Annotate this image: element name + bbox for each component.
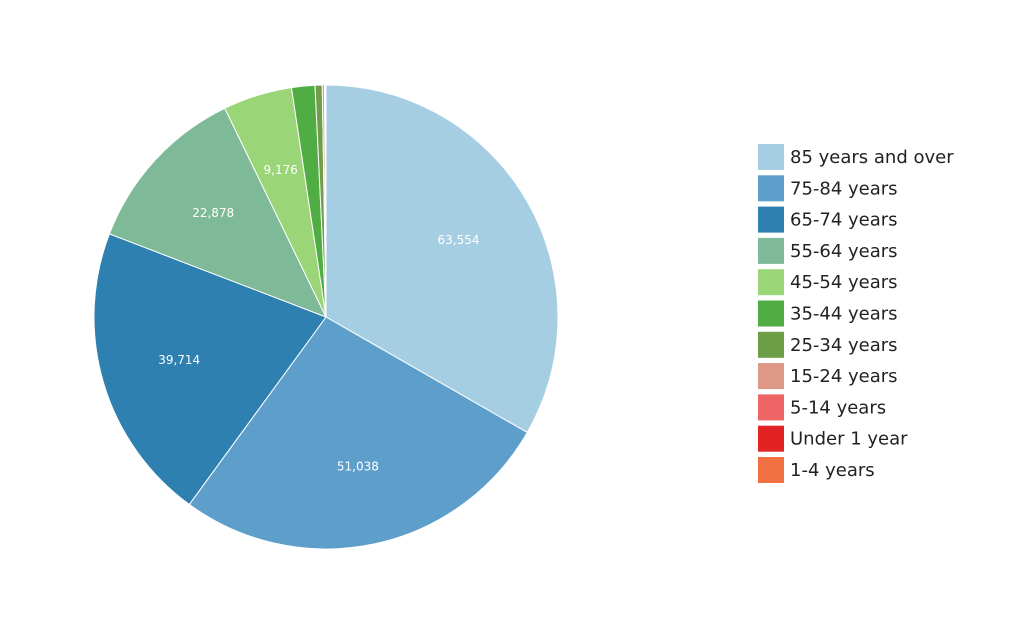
pie-slice-75-84-years	[188, 316, 528, 550]
slice-value-label-55-64-years: 22,878	[192, 206, 234, 220]
slice-value-label-85-years-and-over: 63,554	[438, 233, 480, 247]
legend-label: 75-84 years	[790, 178, 898, 199]
legend-item-65-74-years[interactable]: 65-74 years	[758, 206, 898, 233]
slice-value-label-65-74-years: 39,714	[158, 353, 200, 367]
legend-label: 15-24 years	[790, 366, 898, 387]
legend-label: 25-34 years	[790, 335, 898, 356]
pie-slices	[93, 84, 559, 550]
legend-label: 35-44 years	[790, 304, 898, 325]
legend-swatch	[758, 425, 784, 452]
legend-item-45-54-years[interactable]: 45-54 years	[758, 269, 898, 296]
legend-swatch	[758, 394, 784, 421]
legend-swatch	[758, 237, 784, 264]
legend-item-35-44-years[interactable]: 35-44 years	[758, 300, 898, 327]
legend-swatch	[758, 144, 784, 170]
legend-item-75-84-years[interactable]: 75-84 years	[758, 175, 898, 202]
legend-swatch	[758, 206, 784, 233]
legend-item-55-64-years[interactable]: 55-64 years	[758, 237, 898, 264]
legend-label: 55-64 years	[790, 241, 898, 262]
legend-label: 85 years and over	[790, 147, 954, 168]
legend-item-15-24-years[interactable]: 15-24 years	[758, 363, 898, 390]
legend-item-25-34-years[interactable]: 25-34 years	[758, 331, 898, 358]
legend-swatch	[758, 363, 784, 390]
legend-swatch	[758, 300, 784, 327]
legend-item-1-4-years[interactable]: 1-4 years	[758, 457, 875, 483]
legend-item-5-14-years[interactable]: 5-14 years	[758, 394, 886, 421]
legend-label: 65-74 years	[790, 210, 898, 231]
legend-label: 1-4 years	[790, 460, 875, 481]
legend: 85 years and over 75-84 years 65-74 years 5…	[758, 144, 954, 483]
legend-swatch	[758, 175, 784, 202]
slice-value-label-75-84-years: 51,038	[337, 459, 379, 473]
legend-item-85-years-and-over[interactable]: 85 years and over	[758, 144, 954, 170]
legend-swatch	[758, 457, 784, 483]
pie-slice-85-years-and-over	[325, 84, 559, 434]
pie-slice-65-74-years	[93, 233, 327, 506]
legend-swatch	[758, 269, 784, 296]
legend-label: Under 1 year	[790, 429, 908, 450]
pie-slice-labels: 63,554 51,038 39,714 22,878 9,176	[158, 163, 479, 473]
legend-label: 45-54 years	[790, 272, 898, 293]
legend-swatch	[758, 331, 784, 358]
legend-item-under-1-year[interactable]: Under 1 year	[758, 425, 908, 452]
legend-label: 5-14 years	[790, 397, 886, 418]
pie-slice-55-64-years	[108, 107, 328, 318]
slice-value-label-45-54-years: 9,176	[264, 163, 298, 177]
